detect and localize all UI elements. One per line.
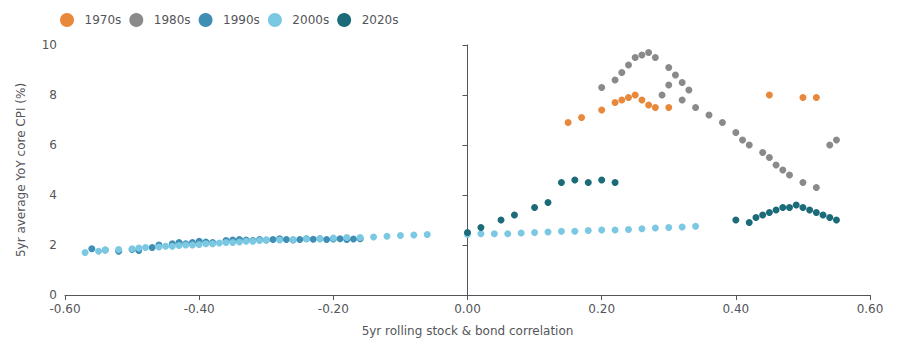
svg-text:0.00: 0.00 bbox=[454, 302, 481, 316]
svg-text:4: 4 bbox=[49, 188, 57, 202]
svg-text:0.40: 0.40 bbox=[722, 302, 749, 316]
svg-text:-0.40: -0.40 bbox=[184, 302, 215, 316]
svg-text:1970s: 1970s bbox=[85, 13, 122, 27]
svg-text:-0.20: -0.20 bbox=[318, 302, 349, 316]
svg-text:-0.60: -0.60 bbox=[49, 302, 80, 316]
svg-text:0: 0 bbox=[49, 288, 57, 302]
svg-text:2020s: 2020s bbox=[362, 13, 399, 27]
svg-text:10: 10 bbox=[42, 38, 57, 52]
svg-text:1990s: 1990s bbox=[223, 13, 260, 27]
svg-text:6: 6 bbox=[49, 138, 57, 152]
svg-text:0.20: 0.20 bbox=[588, 302, 615, 316]
svg-text:8: 8 bbox=[49, 88, 57, 102]
svg-text:1980s: 1980s bbox=[154, 13, 191, 27]
svg-text:5yr rolling stock & bond corre: 5yr rolling stock & bond correlation bbox=[362, 324, 574, 338]
svg-text:2000s: 2000s bbox=[292, 13, 329, 27]
svg-text:5yr average YoY core CPI (%): 5yr average YoY core CPI (%) bbox=[14, 83, 28, 257]
svg-text:2: 2 bbox=[49, 238, 57, 252]
svg-text:0.60: 0.60 bbox=[857, 302, 884, 316]
